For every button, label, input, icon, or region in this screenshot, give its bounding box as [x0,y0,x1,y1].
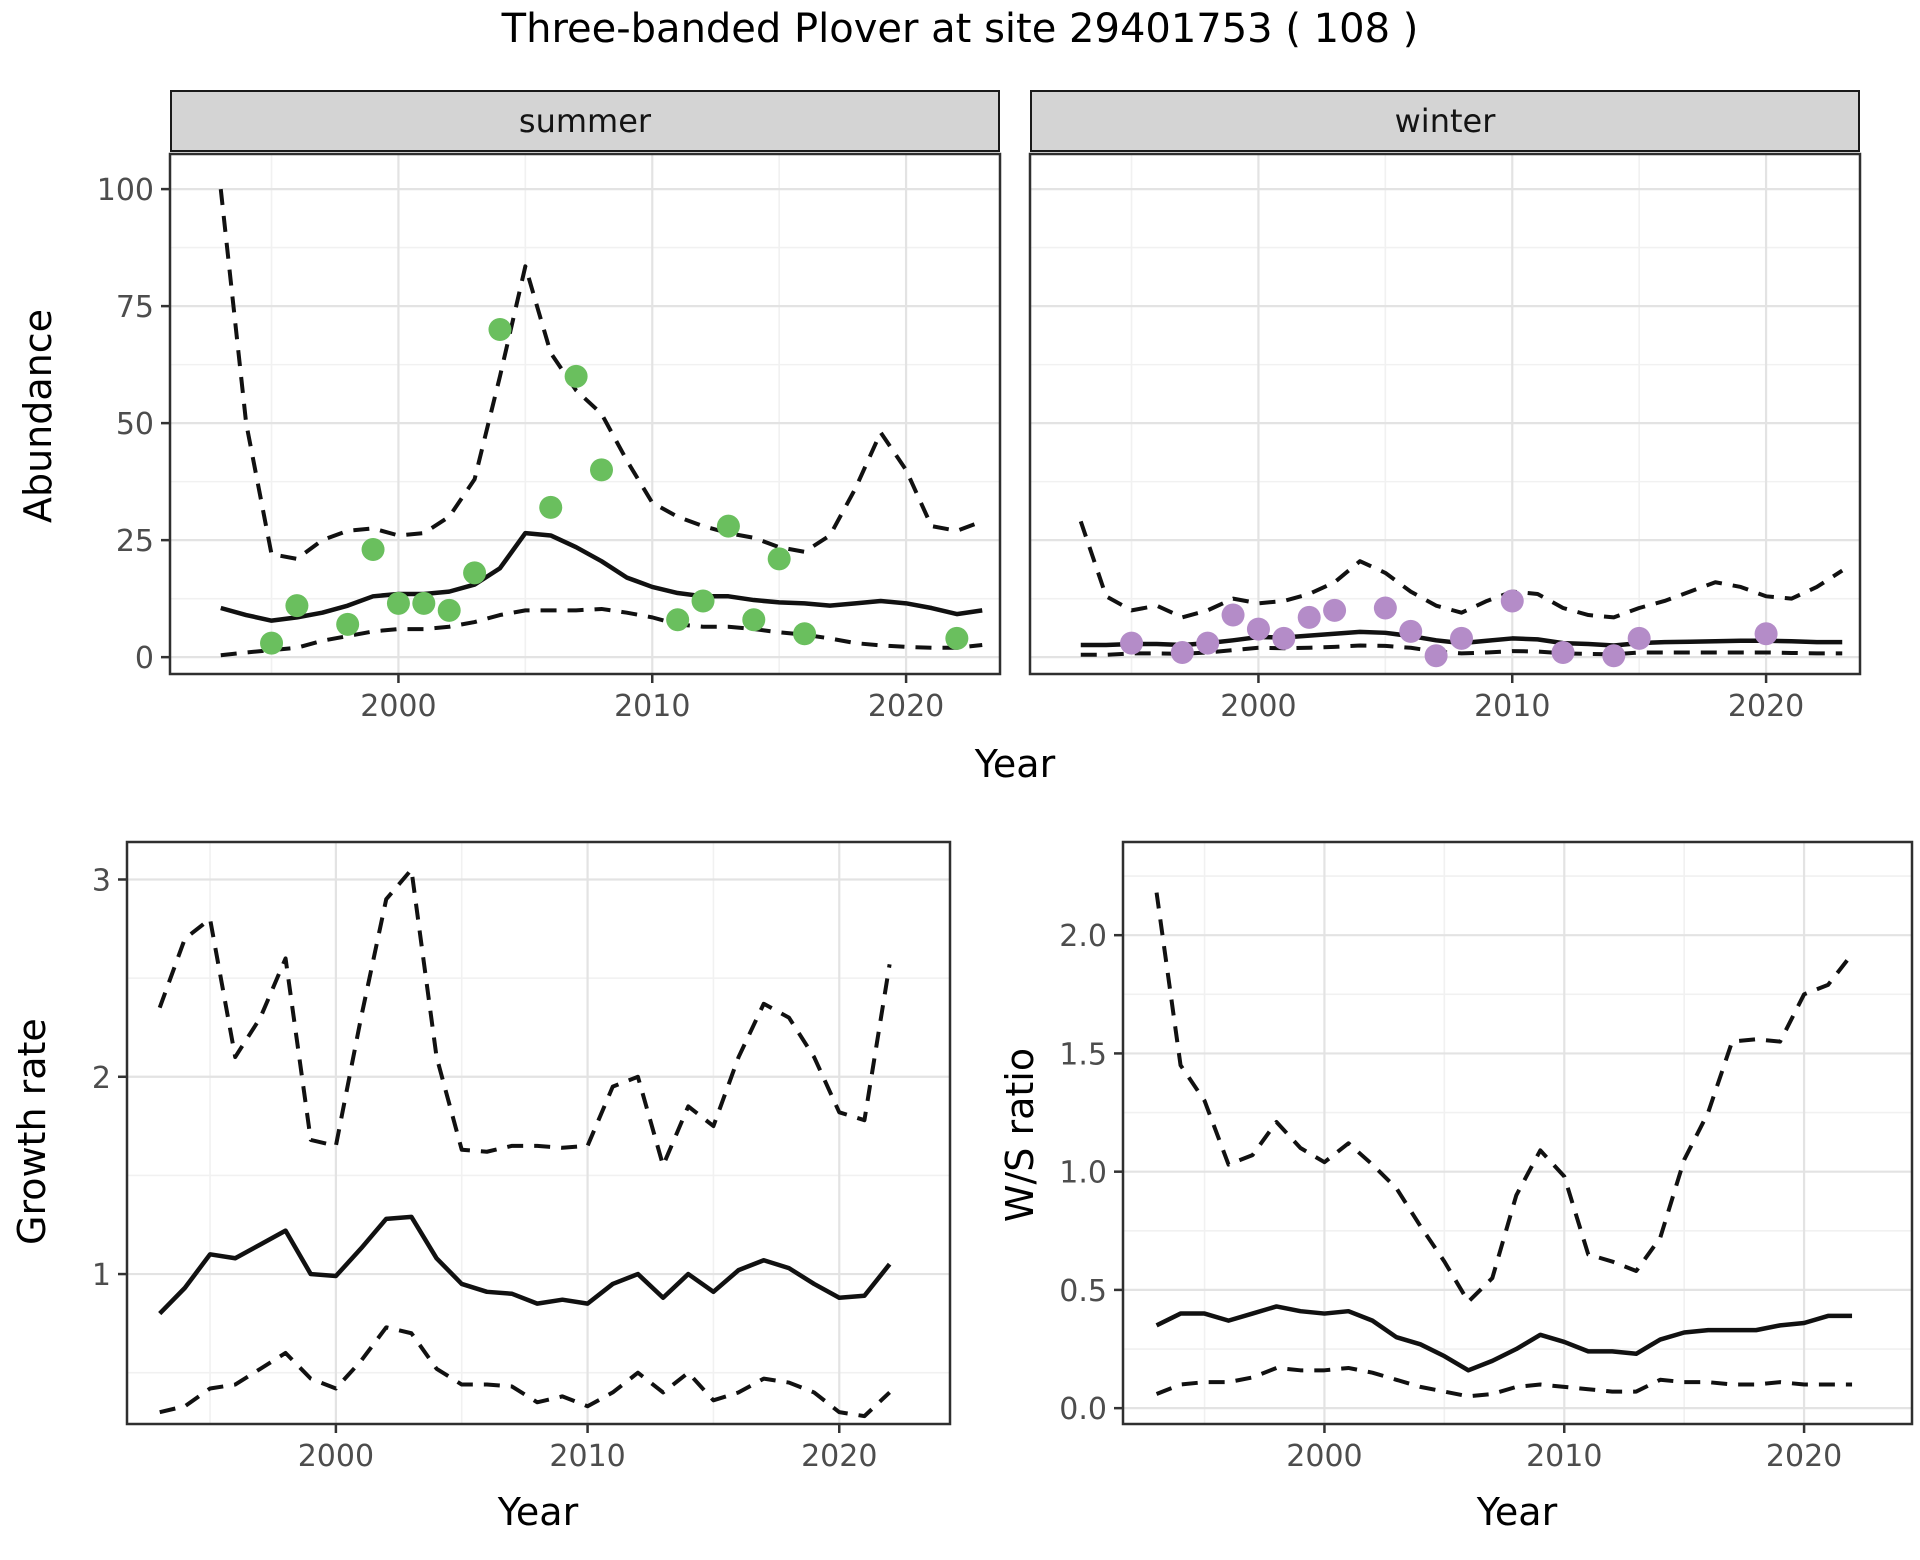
panel-background [170,154,1000,674]
summer-observations-point [742,608,766,632]
x-axis-title-ws: Year [1476,1490,1558,1534]
summer-observations-point [945,626,969,650]
panel-border [125,840,952,1426]
winter-observations-point [1500,589,1524,613]
x-tick-label: 2020 [1728,689,1804,724]
summer-observations-point [285,594,309,618]
panel-background [1030,154,1860,674]
y-tick-label: 75 [116,290,154,325]
summer-observations-point [564,364,588,388]
upper-ci-line [157,867,892,1168]
summer-observations-point [437,598,461,622]
chart-title: Three-banded Plover at site 29401753 ( 1… [501,6,1419,52]
summer-observations-point [336,612,360,636]
y-axis-title-abundance: Abundance [16,308,60,524]
winter-observations-point [1170,640,1194,664]
x-tick-label: 2000 [1286,1439,1362,1474]
x-tick-label: 2020 [1766,1439,1842,1474]
summer-observations-point [716,514,740,538]
summer-observations-point [488,318,512,342]
y-tick-label: 3 [92,863,111,898]
winter-observations-point [1602,644,1626,668]
lower-ci-line [1080,643,1843,657]
summer-observations-point [463,561,487,585]
winter-observations-point [1323,598,1347,622]
y-tick-label: 50 [116,407,154,442]
panel-border [1028,152,1862,676]
summer-observations-point [691,589,715,613]
median-line [1155,1304,1853,1373]
y-axis-title-growth-rate: Growth rate [10,1018,54,1245]
panel-growth_rate: 2000 2010 2020 1 2 3 [92,840,952,1474]
summer-observations-point [793,622,817,646]
upper-ci-line [1078,520,1844,620]
lower-ci-line [220,606,983,658]
x-tick-label: 2020 [868,689,944,724]
x-tick-label: 2010 [1526,1439,1602,1474]
summer-observations-point [412,591,436,615]
winter-observations-point [1120,631,1144,655]
x-tick-label: 2000 [1220,689,1296,724]
winter-observations-point [1551,640,1575,664]
summer-observations-point [386,591,410,615]
lower-ci-line [159,1325,891,1419]
panel-border [168,152,1002,676]
winter-observations-point [1627,626,1651,650]
x-tick-label: 2000 [360,689,436,724]
panel-border [1121,840,1914,1426]
y-tick-label: 1.0 [1059,1156,1107,1191]
winter-observations-point [1272,626,1296,650]
summer-observations-point [260,631,284,655]
winter-observations-point [1399,619,1423,643]
x-tick-label: 2010 [1474,689,1550,724]
panel-abundance_summer: 2000 2010 2020 0 25 50 75 100 [97,152,1002,724]
winter-observations-point [1246,617,1270,641]
y-tick-label: 25 [116,524,154,559]
winter-observations-point [1424,644,1448,668]
facet-strip-summer: summer [170,90,1000,152]
winter-observations-point [1754,622,1778,646]
panel-background [127,842,950,1424]
y-tick-label: 1.5 [1059,1037,1107,1072]
panel-ws_ratio: 2000 2010 2020 0.0 0.5 1.0 1.5 2.0 [1059,840,1914,1474]
summer-observations-point [767,547,791,571]
winter-observations-point [1221,603,1245,627]
y-axis-title-ws-ratio: W/S ratio [998,1047,1042,1223]
y-tick-label: 0.5 [1059,1274,1107,1309]
x-axis-title-top: Year [974,742,1056,786]
y-tick-label: 1 [92,1258,111,1293]
x-axis-title-growth: Year [497,1490,579,1534]
facet-label-winter: winter [1394,102,1496,140]
facet-strip-winter: winter [1030,90,1860,152]
y-tick-label: 0.0 [1059,1392,1107,1427]
facet-label-summer: summer [518,102,652,140]
x-tick-label: 2000 [298,1439,374,1474]
winter-observations-point [1196,631,1220,655]
summer-observations-point [539,495,563,519]
median-line [158,1214,892,1316]
summer-observations-point [666,608,690,632]
x-tick-label: 2010 [614,689,690,724]
panel-background [1123,842,1912,1424]
x-tick-label: 2020 [801,1439,877,1474]
y-tick-label: 2.0 [1059,919,1107,954]
y-tick-label: 2 [92,1061,111,1096]
panel-abundance_winter: 2000 2010 2020 [1028,152,1862,724]
lower-ci-line [1155,1365,1853,1399]
winter-observations-point [1449,626,1473,650]
summer-observations-point [361,537,385,561]
winter-observations-point [1373,596,1397,620]
summer-observations-point [589,458,613,482]
x-tick-label: 2010 [549,1439,625,1474]
winter-observations-point [1297,605,1321,629]
y-tick-label: 0 [135,641,154,676]
median-line [220,530,983,623]
y-tick-label: 100 [97,173,154,208]
